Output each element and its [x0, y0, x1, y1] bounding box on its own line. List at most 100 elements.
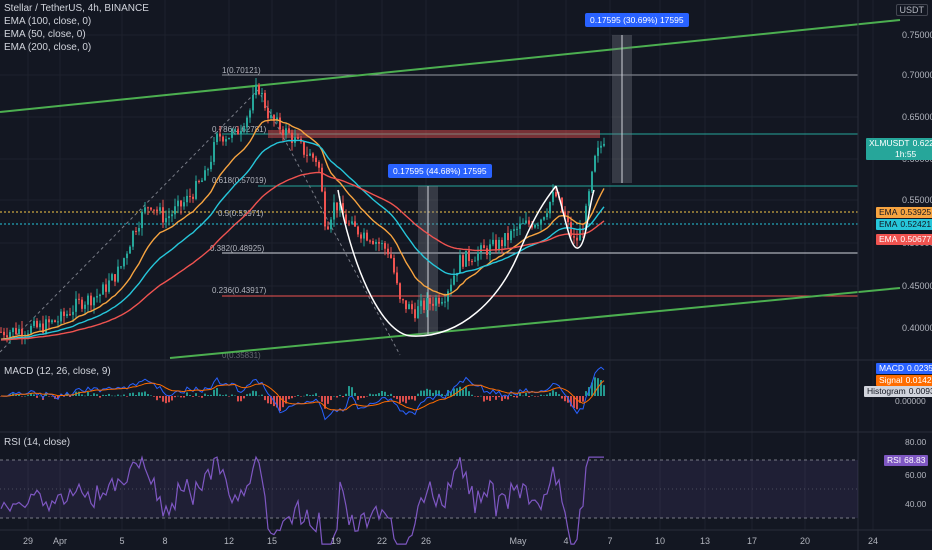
candle-body [309, 153, 311, 156]
price-tick: 0.75000 [902, 30, 932, 40]
macd-histogram-bar [567, 396, 569, 403]
candle-body [438, 297, 440, 304]
macd-histogram-bar [405, 396, 407, 404]
candle-body [363, 232, 365, 239]
candle-body [162, 207, 164, 223]
candle-body [372, 240, 374, 244]
macd-histogram-bar [264, 396, 266, 401]
handle-pattern-curve[interactable] [555, 185, 595, 249]
candle-body [66, 314, 68, 316]
candle-body [87, 295, 89, 305]
macd-histogram-bar [450, 391, 452, 396]
time-tick: 15 [267, 536, 277, 546]
fib-retracement[interactable]: 1(0.70121) 0.786(0.62781) 0.618(0.57019)… [0, 66, 858, 360]
macd-histogram-bar [420, 390, 422, 396]
macd-histogram-bar [372, 394, 374, 396]
currency-label[interactable]: USDT [895, 4, 928, 16]
macd-histogram-bar [192, 396, 194, 397]
macd-histogram-bar [516, 396, 518, 398]
candle-body [48, 319, 50, 323]
macd-histogram-bar [132, 392, 134, 396]
macd-histogram-bar [453, 388, 455, 396]
macd-histogram-bar [459, 386, 461, 396]
macd-histogram-bar [531, 395, 533, 396]
macd-histogram-bar [576, 396, 578, 410]
candle-body [234, 129, 236, 132]
macd-indicator[interactable] [0, 366, 605, 421]
candle-body [261, 92, 263, 95]
candle-body [279, 117, 281, 130]
candle-body [537, 224, 539, 226]
candle-body [459, 255, 461, 273]
time-tick: May [509, 536, 527, 546]
candle-body [390, 254, 392, 258]
macd-histogram-bar [324, 396, 326, 409]
candle-body [228, 137, 230, 140]
macd-histogram-bar [501, 396, 503, 401]
ema-100-legend[interactable]: EMA (100, close, 0) [4, 16, 92, 27]
macd-histogram-bar [90, 395, 92, 396]
candle-body [117, 266, 119, 282]
candle-body [30, 325, 32, 334]
macd-legend[interactable]: MACD (12, 26, close, 9) [4, 366, 111, 377]
candle-body [573, 236, 575, 238]
rsi-indicator[interactable] [0, 455, 604, 545]
macd-histogram-bar [216, 388, 218, 396]
candle-body [552, 192, 554, 203]
candle-body [417, 306, 419, 319]
candle-body [588, 191, 590, 206]
time-axis[interactable]: 29 Apr 5 8 12 15 19 22 26 May 4 7 10 13 17 20 24 [23, 536, 878, 546]
candle-body [45, 319, 47, 333]
time-tick: 19 [331, 536, 341, 546]
candle-body [216, 133, 218, 143]
time-tick: 26 [421, 536, 431, 546]
candle-body [513, 229, 515, 231]
symbol-legend[interactable]: Stellar / TetherUS, 4h, BINANCE [4, 3, 149, 14]
ema-50-legend[interactable]: EMA (50, close, 0) [4, 29, 86, 40]
rsi-legend[interactable]: RSI (14, close) [4, 437, 71, 448]
macd-histogram-bar [465, 386, 467, 396]
candle-body [369, 240, 371, 242]
macd-histogram-bar [306, 394, 308, 396]
candlestick-series[interactable] [0, 78, 605, 345]
price-axis[interactable]: 0.750000.700000.650000.600000.550000.500… [902, 30, 932, 333]
macd-histogram-bar [483, 396, 485, 402]
macd-histogram-bar [552, 390, 554, 396]
candle-body [501, 239, 503, 247]
candle-body [171, 214, 173, 217]
macd-histogram-bar [327, 396, 329, 404]
ema-200-legend[interactable]: EMA (200, close, 0) [4, 42, 92, 53]
macd-histogram-bar [558, 394, 560, 396]
macd-histogram-bar [399, 396, 401, 404]
candle-body [360, 234, 362, 239]
macd-histogram-bar [477, 396, 479, 397]
candle-body [525, 220, 527, 224]
candle-body [336, 202, 338, 211]
ema-tag-red: EMA 0.50677 [876, 234, 932, 245]
price-tick: 0.55000 [902, 195, 932, 205]
candle-body [114, 274, 116, 282]
fib-label-0382: 0.382(0.48925) [210, 244, 265, 253]
macd-histogram-bar [429, 389, 431, 396]
signal-line [0, 380, 605, 411]
candle-body [240, 130, 242, 135]
fib-label-0236: 0.236(0.43917) [212, 286, 267, 295]
candle-body [189, 195, 191, 197]
macd-histogram-bar [189, 395, 191, 396]
lower-trendline[interactable] [169, 287, 901, 359]
time-tick: 13 [700, 536, 710, 546]
macd-histogram-bar [153, 396, 155, 397]
macd-histogram-bar [441, 393, 443, 396]
macd-histogram-bar [303, 395, 305, 397]
macd-histogram-bar [222, 395, 224, 396]
candle-body [486, 248, 488, 256]
candle-body [72, 311, 74, 315]
macd-histogram-bar [300, 396, 302, 397]
cup-pattern-curve[interactable] [337, 185, 557, 337]
upper-trendline[interactable] [0, 19, 901, 113]
candle-body [27, 333, 29, 335]
candle-body [153, 209, 155, 211]
